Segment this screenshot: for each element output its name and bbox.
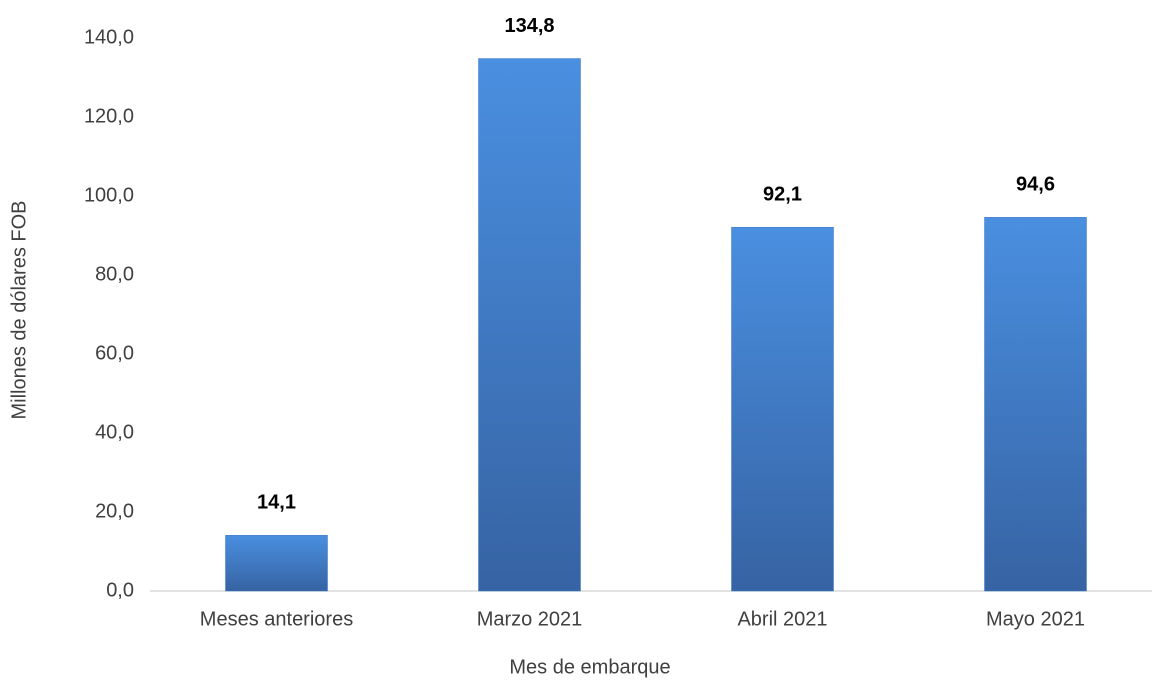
y-tick-label: 80,0 bbox=[95, 263, 134, 285]
y-tick-label: 0,0 bbox=[106, 579, 134, 601]
value-label: 94,6 bbox=[1016, 174, 1055, 196]
bar bbox=[225, 535, 328, 592]
x-tick-label: Marzo 2021 bbox=[477, 608, 583, 630]
y-tick-label: 40,0 bbox=[95, 421, 134, 443]
y-tick-label: 100,0 bbox=[84, 184, 134, 206]
y-axis-title: Millones de dólares FOB bbox=[8, 201, 30, 420]
bar bbox=[731, 226, 834, 592]
y-tick-label: 60,0 bbox=[95, 342, 134, 364]
x-axis-title: Mes de embarque bbox=[509, 656, 670, 678]
x-tick-label: Mayo 2021 bbox=[986, 608, 1085, 630]
value-label: 92,1 bbox=[763, 183, 802, 205]
x-tick-label: Meses anteriores bbox=[200, 608, 353, 630]
value-label: 14,1 bbox=[257, 492, 296, 514]
bar bbox=[478, 58, 581, 592]
y-tick-label: 120,0 bbox=[84, 105, 134, 127]
y-tick-label: 140,0 bbox=[84, 26, 134, 48]
value-label: 134,8 bbox=[504, 15, 554, 37]
bar bbox=[984, 217, 1087, 592]
y-tick-label: 20,0 bbox=[95, 500, 134, 522]
x-tick-label: Abril 2021 bbox=[737, 608, 827, 630]
